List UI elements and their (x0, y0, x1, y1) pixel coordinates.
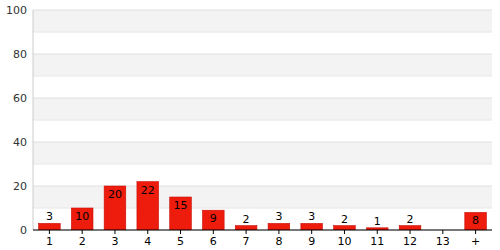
grid-band (33, 142, 492, 164)
x-tick (311, 230, 312, 234)
grid-band (33, 54, 492, 76)
bar (104, 186, 126, 230)
bar (39, 223, 61, 230)
x-tick (246, 230, 247, 234)
x-tick-label: 2 (79, 235, 86, 248)
x-tick-label: 6 (210, 235, 217, 248)
x-tick-label: 9 (308, 235, 315, 248)
y-axis-line (33, 10, 34, 230)
data-label: 9 (210, 212, 217, 225)
bars (39, 182, 487, 230)
bar (71, 208, 93, 230)
chart: 0204060801003102022159233212812345678910… (0, 0, 500, 250)
x-tick (442, 230, 443, 234)
y-tick-label: 20 (13, 180, 27, 193)
grid-line-minor (33, 76, 492, 77)
data-label: 3 (46, 210, 53, 223)
grid-band (33, 98, 492, 120)
x-tick-label: 13 (436, 235, 450, 248)
x-tick (377, 230, 378, 234)
x-tick-label: + (471, 235, 480, 248)
grid-line (33, 98, 492, 99)
x-tick-label: 10 (337, 235, 351, 248)
y-tick-label: 100 (6, 4, 27, 17)
data-label: 10 (75, 210, 89, 223)
x-tick (49, 230, 50, 234)
x-tick-label: 11 (370, 235, 384, 248)
data-label: 3 (275, 210, 282, 223)
x-tick (344, 230, 345, 234)
x-tick-label: 5 (177, 235, 184, 248)
grid-line (33, 54, 492, 55)
y-tick-label: 80 (13, 48, 27, 61)
data-labels: 3 10 20 22 15 9 2 3 3 2 1 2 8 (46, 184, 479, 228)
x-tick-label: 8 (275, 235, 282, 248)
bar (334, 226, 356, 230)
x-tick (278, 230, 279, 234)
bar (399, 226, 421, 230)
data-label: 1 (374, 215, 381, 228)
x-axis-line (33, 230, 492, 231)
grid-line-minor (33, 32, 492, 33)
bar (465, 212, 487, 230)
grid-line-minor (33, 164, 492, 165)
grid-line (33, 186, 492, 187)
x-tick (410, 230, 411, 234)
x-tick-label: 1 (46, 235, 53, 248)
grid (33, 10, 492, 230)
y-tick-label: 0 (20, 224, 27, 237)
grid-band (33, 186, 492, 208)
bar (170, 197, 192, 230)
data-label: 2 (407, 213, 414, 226)
y-tick-label: 60 (13, 92, 27, 105)
x-tick-label: 12 (403, 235, 417, 248)
x-tick-label: 3 (111, 235, 118, 248)
data-label: 20 (108, 188, 122, 201)
grid-line (33, 10, 492, 11)
bar (268, 223, 290, 230)
data-label: 15 (174, 199, 188, 212)
x-tick (180, 230, 181, 234)
bar (137, 182, 159, 230)
bar (203, 210, 225, 230)
grid-line (33, 230, 492, 231)
grid-line-minor (33, 120, 492, 121)
x-tick (475, 230, 476, 234)
x-tick (114, 230, 115, 234)
bar (301, 223, 323, 230)
x-tick-label: 4 (144, 235, 151, 248)
x-tick (82, 230, 83, 234)
y-tick-label: 40 (13, 136, 27, 149)
grid-line (33, 142, 492, 143)
bar (235, 226, 257, 230)
data-label: 8 (472, 214, 479, 227)
data-label: 22 (141, 184, 155, 197)
x-tick (213, 230, 214, 234)
grid-band (33, 10, 492, 32)
data-label: 2 (341, 213, 348, 226)
data-label: 2 (243, 213, 250, 226)
x-tick-label: 7 (243, 235, 250, 248)
x-tick (147, 230, 148, 234)
data-label: 3 (308, 210, 315, 223)
grid-line-minor (33, 208, 492, 209)
